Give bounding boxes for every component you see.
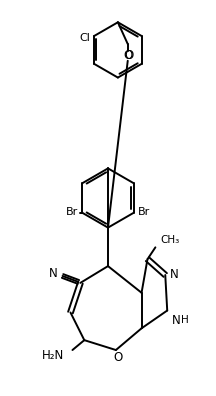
Text: N: N [49, 267, 58, 280]
Text: Cl: Cl [79, 33, 90, 43]
Text: O: O [124, 50, 133, 62]
Text: H₂N: H₂N [42, 349, 65, 362]
Text: N: N [172, 314, 181, 327]
Text: O: O [113, 351, 122, 364]
Text: CH₃: CH₃ [160, 236, 179, 246]
Text: Br: Br [66, 207, 78, 217]
Text: N: N [170, 268, 179, 282]
Text: O: O [123, 50, 132, 62]
Text: H: H [181, 315, 189, 326]
Text: Br: Br [138, 207, 150, 217]
